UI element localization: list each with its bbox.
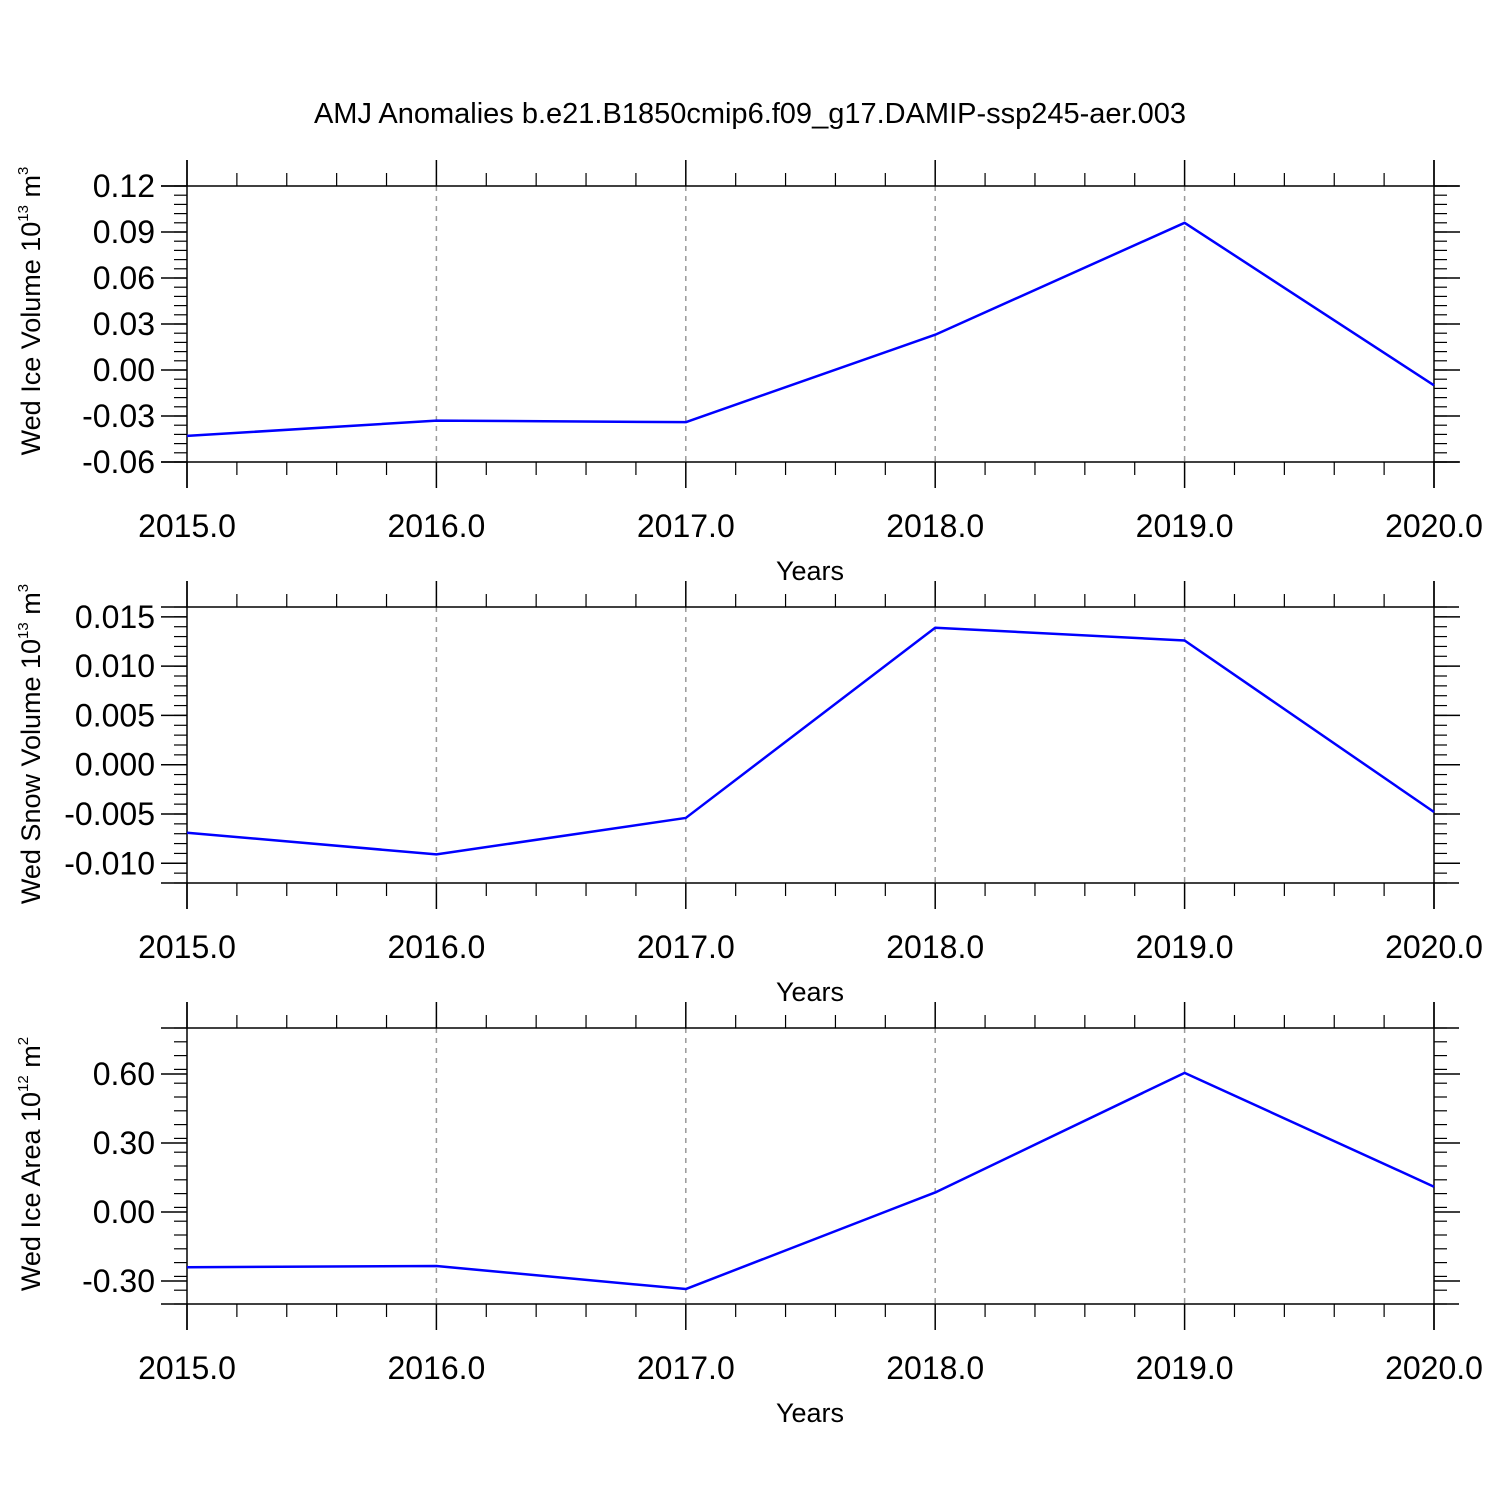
y-tick-label: 0.005 [75, 697, 155, 733]
panel-1: 2015.0 2016.0 2017.0 2018.0 2019.0 2020.0 0.12… [15, 160, 1483, 586]
x-tick-label: 2019.0 [1136, 929, 1234, 965]
y-tick-label: 0.09 [93, 214, 155, 250]
y-tick-label: 0.12 [93, 168, 155, 204]
y-tick-label: 0.000 [75, 747, 155, 783]
x-tick-label: 2015.0 [138, 929, 236, 965]
y-tick-label: 0.30 [93, 1125, 155, 1161]
y-tick-label: -0.03 [82, 398, 155, 434]
x-tick-label: 2015.0 [138, 1350, 236, 1386]
x-tick-label: 2018.0 [886, 508, 984, 544]
y-tick-label: 0.60 [93, 1056, 155, 1092]
panel-2: 2015.0 2016.0 2017.0 2018.0 2019.0 2020.0 0.01… [15, 581, 1483, 1007]
x-tick-label: 2016.0 [387, 508, 485, 544]
y-tick-label: 0.00 [93, 1194, 155, 1230]
x-tick-label: 2017.0 [637, 929, 735, 965]
y-tick-label: 0.015 [75, 599, 155, 635]
series-line [186, 626, 1435, 856]
y-tick-label: 0.06 [93, 260, 155, 296]
y-axis-title: Wed Snow Volume 1013 m3 [15, 584, 46, 904]
x-tick-label: 2020.0 [1385, 929, 1483, 965]
panel-3: 2015.0 2016.0 2017.0 2018.0 2019.0 2020.0 0.60… [15, 1002, 1483, 1428]
y-tick-label: 0.00 [93, 352, 155, 388]
x-tick-label: 2020.0 [1385, 508, 1483, 544]
series-line [186, 221, 1435, 438]
x-tick-label: 2015.0 [138, 508, 236, 544]
x-axis-title: Years [776, 977, 844, 1007]
x-tick-label: 2018.0 [886, 1350, 984, 1386]
x-axis-title: Years [776, 1398, 844, 1428]
x-tick-label: 2017.0 [637, 1350, 735, 1386]
panels: 2015.0 2016.0 2017.0 2018.0 2019.0 2020.0 0.12… [15, 160, 1483, 1428]
y-tick-label: -0.005 [64, 796, 155, 832]
y-tick-label: 0.03 [93, 306, 155, 342]
y-tick-label: 0.010 [75, 648, 155, 684]
y-tick-label: -0.06 [82, 444, 155, 480]
x-tick-label: 2018.0 [886, 929, 984, 965]
y-tick-label: -0.010 [64, 845, 155, 881]
y-axis-title: Wed Ice Area 1012 m2 [15, 1037, 46, 1291]
x-tick-label: 2017.0 [637, 508, 735, 544]
series-line [186, 1071, 1435, 1291]
x-tick-label: 2020.0 [1385, 1350, 1483, 1386]
x-tick-label: 2016.0 [387, 1350, 485, 1386]
x-tick-label: 2019.0 [1136, 508, 1234, 544]
y-axis-title: Wed Ice Volume 1013 m3 [15, 167, 46, 456]
figure-title: AMJ Anomalies b.e21.B1850cmip6.f09_g17.D… [314, 98, 1186, 130]
y-tick-label: -0.30 [82, 1263, 155, 1299]
x-tick-label: 2019.0 [1136, 1350, 1234, 1386]
x-tick-label: 2016.0 [387, 929, 485, 965]
x-axis-title: Years [776, 556, 844, 586]
